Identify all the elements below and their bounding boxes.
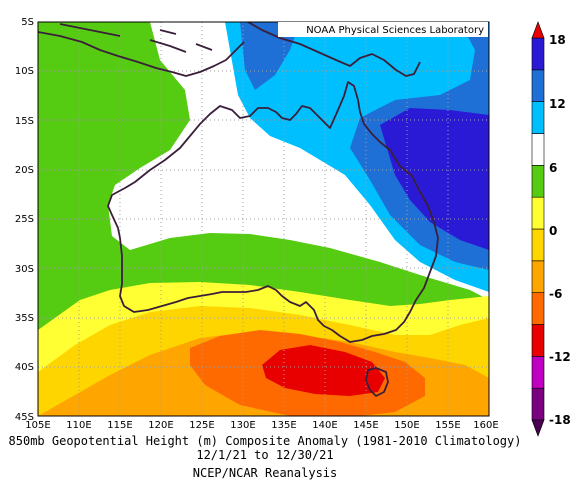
lon-tick-label: 120E [148,420,173,431]
colorbar-swatch [531,196,545,230]
contour-band-15-to-18 [262,345,385,396]
colorbar-swatch [531,324,545,357]
lat-tick-label: 40S [15,362,34,373]
colorbar-swatch [531,69,545,102]
plot-frame [37,21,490,417]
colorbar-tick-label: 12 [549,97,566,111]
colorbar-tick-label: 6 [549,161,557,175]
colorbar-swatch [531,356,545,389]
colorbar-swatch [531,165,545,198]
colorbar-tick-label: 0 [549,224,557,238]
colorbar-tick-labels: 18 12 6 0 -6 -12 -18 [549,33,571,427]
lat-tick-label: 30S [15,264,34,275]
lon-tick-label: 115E [107,420,132,431]
colorbar-swatch [531,228,545,262]
tasmania-coastline [365,367,389,397]
lon-tick-label: 110E [66,420,91,431]
colorbar-swatch [531,101,545,134]
caption-source: NCEP/NCAR Reanalysis [192,466,338,480]
lon-tick-label: 135E [271,420,296,431]
colorbar [531,21,545,437]
colorbar-swatch [531,260,545,293]
lat-tick-label: 5S [21,17,34,28]
credit-box [278,22,488,37]
colorbar-swatch [531,292,545,325]
new-guinea-coastline [247,22,421,77]
lon-tick-label: 160E [473,420,498,431]
lon-tick-label: 125E [189,420,214,431]
lat-tick-labels: 5S 10S 15S 20S 25S 30S 35S 40S 45S [15,17,34,423]
colorbar-arrow-top [531,21,545,39]
caption-dates: 12/1/21 to 12/30/21 [196,448,334,462]
colorbar-swatch [531,37,545,71]
lon-tick-labels: 105E 110E 115E 120E 125E 130E 135E 140E … [25,420,498,431]
contour-band-minus9 [380,108,489,250]
colorbar-tick-label: 18 [549,33,566,47]
lon-tick-label: 105E [25,420,50,431]
colorbar-arrow-bottom [531,419,545,437]
colorbar-swatch [531,387,545,421]
lat-tick-label: 20S [15,165,34,176]
lat-tick-label: 10S [15,66,34,77]
lat-tick-label: 15S [15,116,34,127]
lon-tick-label: 150E [394,420,419,431]
indonesia-islands [59,23,213,53]
lon-tick-label: 130E [230,420,255,431]
grid-lines [38,22,489,416]
colorbar-tick-label: -18 [549,413,571,427]
colorbar-swatch [531,133,545,166]
colorbar-tick-label: -6 [549,287,562,301]
indonesia-coastline [38,31,245,77]
caption-title: 850mb Geopotential Height (m) Composite … [8,434,522,448]
lat-tick-label: 35S [15,313,34,324]
contour-fill [38,22,489,416]
australia-coastline [107,81,439,343]
lon-tick-label: 140E [312,420,337,431]
lon-tick-label: 145E [353,420,378,431]
lat-tick-label: 25S [15,214,34,225]
lat-tick-label: 45S [15,412,34,423]
coastline [38,22,439,397]
credit-text: NOAA Physical Sciences Laboratory [306,25,484,36]
lon-tick-label: 155E [435,420,460,431]
colorbar-tick-label: -12 [549,350,571,364]
